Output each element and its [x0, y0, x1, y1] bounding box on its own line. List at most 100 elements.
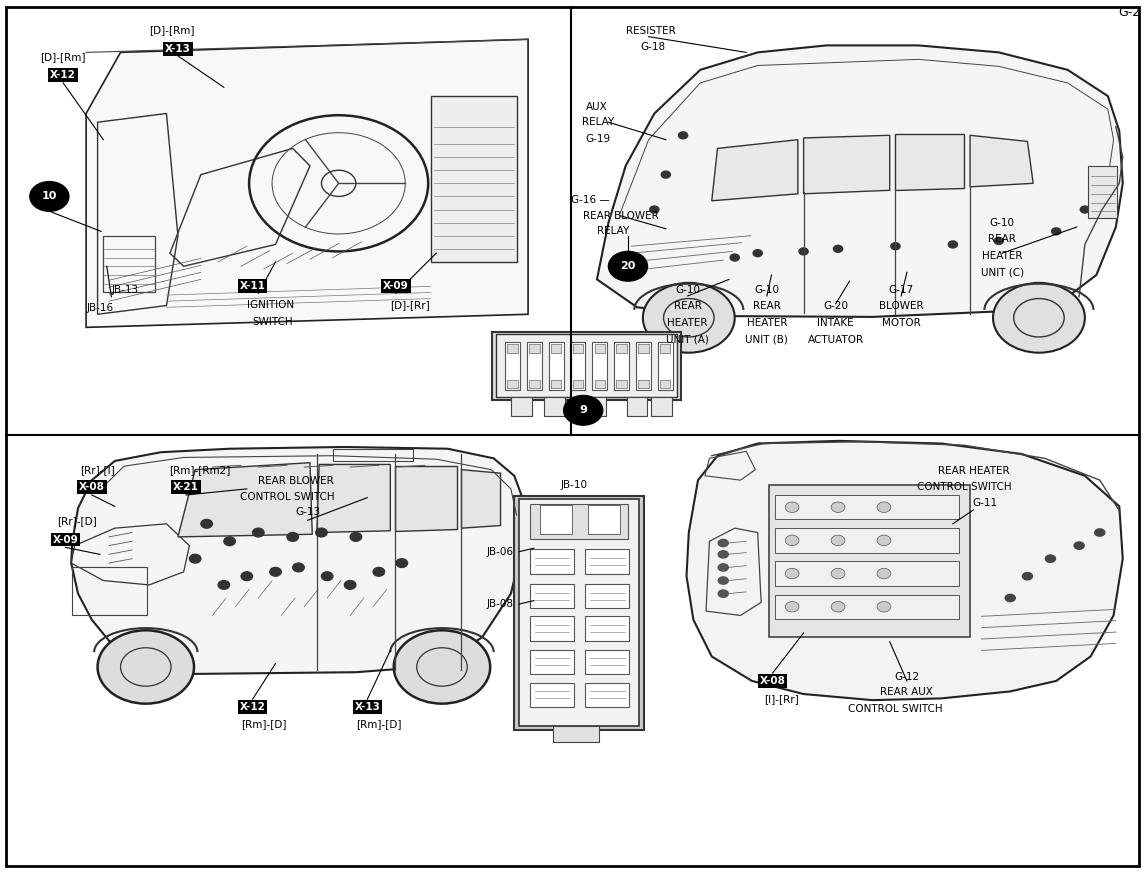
Text: RELAY: RELAY	[582, 117, 614, 127]
Text: X-09: X-09	[53, 534, 78, 545]
Text: 20: 20	[620, 261, 636, 272]
Circle shape	[718, 589, 729, 598]
Circle shape	[30, 182, 69, 211]
Text: [D]-[Rr]: [D]-[Rr]	[390, 299, 430, 310]
Text: INTAKE: INTAKE	[817, 318, 854, 328]
Text: MOTOR: MOTOR	[882, 318, 921, 328]
Bar	[530, 683, 574, 707]
Text: REAR BLOWER: REAR BLOWER	[583, 210, 659, 221]
Circle shape	[1094, 528, 1106, 537]
Circle shape	[564, 395, 603, 425]
Bar	[507, 344, 518, 353]
Text: X-21: X-21	[173, 482, 199, 492]
Text: JB-06: JB-06	[486, 546, 513, 557]
Text: [Rm]-[D]: [Rm]-[D]	[241, 719, 287, 730]
Text: 9: 9	[580, 405, 587, 416]
Bar	[530, 584, 574, 608]
Text: X-09: X-09	[383, 281, 409, 292]
Bar	[616, 380, 627, 388]
Text: ACTUATOR: ACTUATOR	[808, 334, 863, 345]
Polygon shape	[712, 140, 798, 201]
Bar	[1088, 166, 1117, 218]
Circle shape	[316, 528, 327, 537]
Text: G-17: G-17	[889, 285, 914, 295]
Circle shape	[321, 572, 333, 581]
Text: SWITCH: SWITCH	[253, 317, 293, 327]
Text: [D]-[Rm]: [D]-[Rm]	[149, 25, 195, 36]
Polygon shape	[86, 39, 528, 327]
Bar	[573, 380, 583, 388]
Circle shape	[877, 502, 891, 512]
Circle shape	[948, 241, 957, 248]
Text: HEATER: HEATER	[746, 318, 788, 328]
Text: REAR BLOWER: REAR BLOWER	[258, 476, 334, 486]
Bar	[585, 650, 629, 674]
Bar	[430, 96, 517, 262]
Bar	[616, 344, 627, 353]
Circle shape	[730, 254, 739, 261]
Bar	[585, 397, 606, 416]
Bar	[651, 397, 672, 416]
Circle shape	[373, 567, 385, 576]
Text: G-16 —: G-16 —	[571, 195, 610, 205]
Bar	[585, 683, 629, 707]
Circle shape	[396, 559, 408, 567]
Circle shape	[785, 535, 799, 546]
Circle shape	[785, 502, 799, 512]
Bar	[614, 342, 629, 390]
Text: G-13: G-13	[295, 507, 320, 518]
Text: CONTROL SWITCH: CONTROL SWITCH	[240, 491, 334, 502]
Circle shape	[661, 171, 670, 178]
Circle shape	[98, 630, 194, 704]
Circle shape	[344, 581, 356, 589]
Bar	[571, 342, 585, 390]
Bar	[551, 344, 561, 353]
Circle shape	[891, 243, 900, 250]
Circle shape	[1052, 228, 1061, 235]
Text: JB-08: JB-08	[486, 599, 513, 609]
Polygon shape	[71, 447, 522, 674]
Bar	[530, 549, 574, 574]
Polygon shape	[970, 135, 1033, 187]
Circle shape	[650, 206, 659, 213]
Circle shape	[718, 550, 729, 559]
Circle shape	[877, 535, 891, 546]
Text: X-11: X-11	[240, 281, 265, 292]
Text: REAR: REAR	[988, 234, 1016, 244]
Text: X-13: X-13	[355, 702, 380, 712]
Bar	[530, 650, 574, 674]
Circle shape	[833, 245, 843, 252]
Bar	[573, 344, 583, 353]
Bar	[540, 505, 572, 534]
Text: G-18: G-18	[641, 42, 666, 52]
Bar	[505, 342, 520, 390]
Circle shape	[1080, 206, 1089, 213]
Text: G-2: G-2	[1118, 6, 1140, 19]
Bar	[769, 485, 970, 637]
Text: HEATER: HEATER	[982, 251, 1023, 261]
Text: CONTROL SWITCH: CONTROL SWITCH	[917, 482, 1011, 492]
Bar	[333, 449, 413, 461]
Circle shape	[831, 601, 845, 612]
Bar	[492, 332, 681, 400]
Polygon shape	[895, 134, 964, 190]
Bar	[529, 380, 540, 388]
Bar	[660, 344, 670, 353]
Text: CONTROL SWITCH: CONTROL SWITCH	[848, 704, 943, 714]
Bar	[496, 334, 677, 397]
Bar	[638, 344, 649, 353]
Circle shape	[831, 535, 845, 546]
Text: UNIT (A): UNIT (A)	[666, 334, 709, 345]
Circle shape	[643, 283, 735, 353]
Circle shape	[718, 539, 729, 547]
Bar	[585, 616, 629, 641]
Circle shape	[394, 630, 490, 704]
Text: G-10: G-10	[990, 217, 1015, 228]
Circle shape	[785, 601, 799, 612]
Text: G-11: G-11	[972, 498, 998, 508]
Bar	[530, 504, 628, 539]
Polygon shape	[804, 135, 890, 194]
Circle shape	[1045, 554, 1056, 563]
Polygon shape	[317, 464, 390, 533]
Bar	[592, 342, 607, 390]
